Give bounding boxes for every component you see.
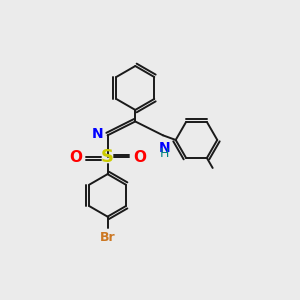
- Text: Br: Br: [100, 230, 116, 244]
- Text: O: O: [69, 150, 82, 165]
- Text: N: N: [92, 127, 103, 141]
- Text: N: N: [158, 141, 170, 155]
- Text: O: O: [133, 150, 146, 165]
- Text: S: S: [101, 148, 114, 166]
- Text: H: H: [160, 147, 169, 160]
